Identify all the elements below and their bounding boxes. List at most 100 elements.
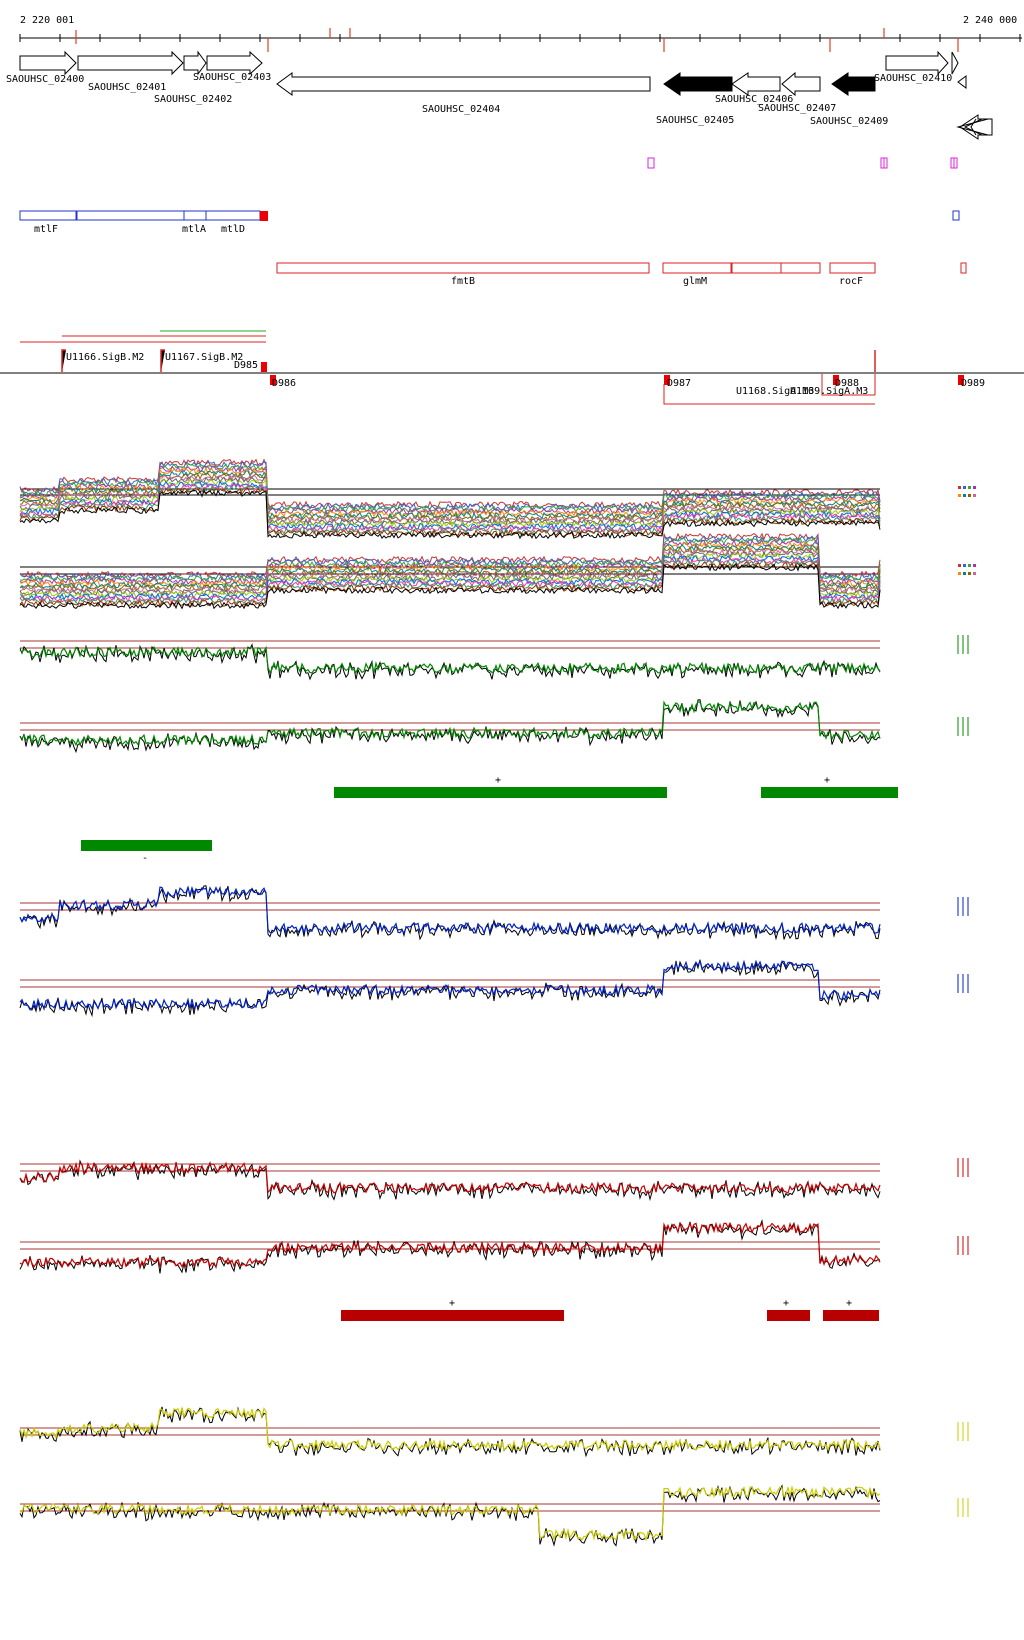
condition-line (19, 467, 881, 518)
side-glyph (973, 486, 976, 489)
terminator-label: D985 (234, 360, 258, 371)
side-glyph (968, 486, 971, 489)
promoter-label: U1167.SigB.M2 (165, 352, 243, 363)
side-glyph (963, 564, 966, 567)
gene-labels: SAOUHSC_02400 SAOUHSC_02401 SAOUHSC_0240… (6, 72, 952, 127)
ruler-end-label: 2 240 000 (963, 15, 1017, 26)
reference-line (19, 643, 881, 681)
red-segment[interactable] (341, 1310, 564, 1321)
segment-strand-mark: + (846, 1298, 852, 1309)
condition-line (19, 535, 881, 581)
gene-label: SAOUHSC_02407 (758, 103, 836, 114)
gene-arrow-small-b[interactable] (957, 75, 967, 89)
segment-strand-mark: + (495, 775, 501, 786)
condition-line (19, 463, 881, 513)
signal-line (19, 1484, 881, 1542)
green-segment[interactable] (334, 787, 667, 798)
reference-line (19, 885, 881, 941)
gene-arrow-02401[interactable] (77, 50, 184, 76)
operon-box[interactable] (960, 262, 967, 274)
promoter-ticks (61, 349, 876, 372)
promoter-label: U1169.SigA.M3 (790, 386, 868, 397)
side-glyph (968, 572, 971, 575)
terminator-label: D989 (961, 378, 985, 389)
operon-box[interactable] (276, 262, 650, 274)
gene-arrow-02406[interactable] (731, 72, 781, 96)
side-glyph (968, 564, 971, 567)
promoter-label: U1168.SigA.M3 (736, 386, 814, 397)
pair-track-5 (19, 1158, 969, 1202)
condition-line (19, 487, 881, 538)
gene-label: SAOUHSC_02404 (422, 104, 500, 115)
operon-box[interactable] (780, 262, 821, 274)
side-glyph (963, 486, 966, 489)
promoter-label: U1166.SigB.M2 (66, 352, 144, 363)
signal-line (19, 1161, 881, 1195)
condition-line (19, 482, 881, 534)
pair-track-1 (19, 635, 969, 681)
gene-arrow-02402[interactable] (183, 50, 207, 76)
reference-line (19, 1484, 881, 1547)
condition-line (19, 550, 881, 597)
operon-box[interactable] (829, 262, 876, 274)
condition-line (19, 473, 881, 525)
gene-label: SAOUHSC_02403 (193, 72, 271, 83)
operon-label: glmM (683, 276, 707, 287)
gene-arrow-02405[interactable] (663, 72, 733, 96)
green-segment[interactable] (81, 840, 212, 851)
gene-arrow-02410[interactable] (885, 50, 949, 76)
operon-track-blue: mtlF mtlA mtlD (19, 210, 960, 235)
operon-box[interactable] (662, 262, 732, 274)
operon-box[interactable] (183, 210, 207, 221)
ruler-start-label: 2 220 001 (20, 15, 74, 26)
motif-markers (647, 157, 958, 169)
condition-line (19, 532, 881, 580)
side-glyph (958, 564, 961, 567)
ruler-red-marks (75, 28, 959, 52)
side-glyph (973, 494, 976, 497)
operon-box[interactable] (76, 210, 185, 221)
pair-track-7 (19, 1406, 969, 1458)
side-glyph (968, 494, 971, 497)
condition-line (19, 464, 881, 516)
coordinate-ruler: 2 220 001 2 240 000 (19, 15, 1022, 52)
reference-line (19, 1159, 881, 1202)
gene-arrow-02409[interactable] (831, 72, 876, 96)
gene-arrow-02403[interactable] (206, 50, 263, 76)
gene-cluster-right[interactable] (956, 114, 993, 140)
gene-arrow-small-a[interactable] (951, 51, 959, 75)
motif-marker[interactable] (647, 157, 655, 169)
operon-box[interactable] (19, 210, 77, 221)
gene-label: SAOUHSC_02400 (6, 74, 84, 85)
red-segment[interactable] (767, 1310, 810, 1321)
signal-line (19, 645, 881, 675)
ruler-ticks (19, 34, 1021, 42)
operon-box[interactable] (952, 210, 960, 221)
gene-arrow-02407[interactable] (781, 71, 821, 97)
gene-label: SAOUHSC_02405 (656, 115, 734, 126)
pair-track-8 (19, 1484, 969, 1547)
operon-track-red: fmtB glmM rocF (276, 262, 967, 287)
gene-arrow-02404[interactable] (276, 72, 651, 96)
segment-strand-mark: - (142, 853, 148, 864)
condition-line (19, 559, 881, 606)
operon-label: mtlF (34, 224, 58, 235)
condition-line (19, 545, 881, 592)
segment-strand-mark: + (449, 1298, 455, 1309)
signal-line (19, 1221, 881, 1269)
condition-line (19, 556, 881, 604)
red-segment[interactable] (823, 1310, 879, 1321)
side-glyph (973, 564, 976, 567)
pair-track-6 (19, 1218, 969, 1274)
side-glyph (963, 572, 966, 575)
signal-line (19, 959, 881, 1012)
operon-box[interactable] (731, 262, 782, 274)
green-segment[interactable] (761, 787, 898, 798)
gene-arrow-02400[interactable] (19, 50, 77, 76)
operon-label: rocF (839, 276, 863, 287)
operon-box[interactable] (205, 210, 261, 221)
terminator-label: D988 (835, 378, 859, 389)
side-glyph (958, 572, 961, 575)
reference-line (19, 1218, 881, 1274)
